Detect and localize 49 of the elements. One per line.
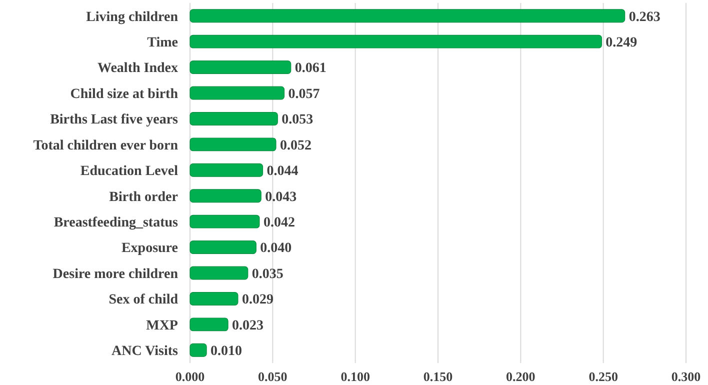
- bar: [190, 163, 264, 177]
- bar: [190, 60, 292, 74]
- y-tick-label: Living children: [86, 10, 178, 25]
- y-tick-label: Breastfeeding_status: [54, 215, 179, 230]
- data-label: 0.044: [266, 164, 298, 180]
- x-tick-label: 0.200: [506, 369, 536, 384]
- y-tick-label: ANC Visits: [111, 344, 179, 360]
- x-tick-label: 0.250: [588, 369, 618, 384]
- data-label: 0.023: [232, 318, 264, 334]
- x-tick-label: 0.050: [258, 369, 288, 384]
- data-label: 0.010: [210, 344, 242, 360]
- x-tick-label: 0.300: [671, 369, 701, 384]
- y-tick-label: Birth order: [109, 190, 178, 205]
- data-label: 0.040: [260, 241, 292, 256]
- bar: [190, 292, 238, 306]
- y-tick-label: Child size at birth: [70, 86, 178, 102]
- data-label: 0.053: [282, 112, 314, 128]
- bar: [190, 34, 602, 48]
- x-tick-label: 0.150: [423, 369, 453, 384]
- bar: [190, 343, 207, 357]
- y-tick-label: Total children ever born: [33, 138, 178, 154]
- bar: [190, 112, 278, 126]
- data-label: 0.061: [294, 61, 326, 76]
- data-label: 0.249: [606, 35, 638, 50]
- bar: [190, 189, 262, 203]
- bar: [190, 138, 276, 152]
- data-label: 0.057: [288, 86, 320, 102]
- bar: [190, 214, 260, 228]
- y-tick-label: Wealth Index: [97, 61, 178, 76]
- data-label: 0.043: [265, 190, 297, 205]
- bar: [190, 266, 248, 280]
- x-tick-label: 0.000: [175, 369, 205, 384]
- y-tick-label: Sex of child: [108, 292, 178, 308]
- y-tick-label: Exposure: [121, 241, 178, 256]
- data-label: 0.052: [280, 138, 312, 154]
- x-tick-label: 0.100: [340, 369, 370, 384]
- y-tick-label: Time: [147, 35, 178, 50]
- bar: [190, 9, 626, 23]
- y-tick-label: MXP: [146, 318, 178, 334]
- bar: [190, 318, 228, 332]
- data-label: 0.263: [628, 10, 660, 25]
- y-tick-label: Births Last five years: [50, 112, 179, 128]
- bar: [190, 240, 256, 254]
- y-tick-label: Desire more children: [52, 266, 178, 282]
- y-tick-label: Education Level: [80, 164, 178, 180]
- data-label: 0.042: [263, 215, 295, 230]
- data-label: 0.035: [252, 266, 284, 282]
- bar: [190, 86, 285, 100]
- data-label: 0.029: [242, 292, 274, 308]
